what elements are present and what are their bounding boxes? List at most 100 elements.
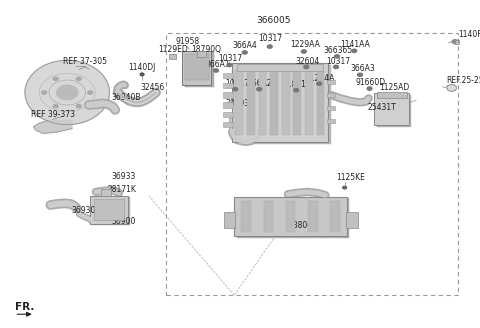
- Bar: [185, 54, 209, 80]
- Text: 366A1: 366A1: [205, 60, 230, 69]
- Bar: [92, 197, 130, 225]
- Text: 91660D: 91660D: [356, 78, 386, 87]
- Text: 1229AA: 1229AA: [290, 40, 320, 49]
- Text: 38806: 38806: [288, 221, 312, 230]
- Text: REF.25-253: REF.25-253: [446, 76, 480, 85]
- Bar: [235, 70, 243, 135]
- Text: 18790Q: 18790Q: [192, 45, 221, 54]
- Bar: [377, 92, 407, 98]
- Circle shape: [294, 89, 299, 92]
- Text: 1125AD: 1125AD: [379, 83, 409, 92]
- Text: REF 39-373: REF 39-373: [31, 110, 75, 119]
- Circle shape: [447, 85, 456, 91]
- Circle shape: [317, 82, 322, 85]
- Bar: [166, 33, 458, 295]
- Bar: [223, 112, 233, 117]
- Bar: [223, 73, 233, 78]
- Text: 36940B: 36940B: [111, 93, 141, 102]
- Circle shape: [53, 105, 58, 108]
- Circle shape: [335, 55, 339, 58]
- Bar: [223, 122, 233, 127]
- Circle shape: [88, 91, 93, 94]
- Bar: [90, 196, 128, 224]
- Circle shape: [334, 65, 338, 69]
- Bar: [234, 197, 347, 236]
- Text: 10317: 10317: [326, 57, 350, 66]
- Bar: [185, 52, 214, 87]
- Circle shape: [452, 40, 458, 44]
- Bar: [237, 64, 323, 71]
- Bar: [293, 70, 301, 135]
- Circle shape: [233, 88, 238, 91]
- Text: 28171K: 28171K: [108, 185, 137, 194]
- Text: 1140DJ: 1140DJ: [128, 63, 156, 72]
- Text: 366A2: 366A2: [248, 79, 273, 88]
- Bar: [327, 119, 335, 123]
- Bar: [282, 70, 289, 135]
- Bar: [235, 65, 331, 144]
- Text: 36933: 36933: [112, 172, 136, 181]
- Bar: [182, 51, 211, 85]
- Text: 1125KE: 1125KE: [336, 173, 365, 182]
- Bar: [223, 92, 233, 98]
- Circle shape: [343, 186, 347, 189]
- Text: REF 37-305: REF 37-305: [63, 57, 108, 66]
- Text: 32456: 32456: [141, 84, 165, 92]
- Bar: [327, 106, 335, 110]
- Circle shape: [53, 77, 58, 80]
- Bar: [305, 70, 313, 135]
- Polygon shape: [34, 120, 72, 133]
- Text: 1141AA: 1141AA: [340, 40, 370, 49]
- Bar: [455, 40, 459, 44]
- Text: 38893A: 38893A: [225, 99, 255, 108]
- Bar: [270, 70, 278, 135]
- Bar: [223, 83, 233, 88]
- Text: 36930: 36930: [72, 206, 96, 215]
- Text: 91958: 91958: [175, 37, 199, 46]
- Bar: [346, 212, 358, 228]
- Circle shape: [301, 50, 306, 53]
- Circle shape: [76, 105, 81, 108]
- Bar: [308, 201, 318, 232]
- Bar: [224, 212, 235, 228]
- Text: 10317: 10317: [225, 79, 249, 88]
- Polygon shape: [25, 60, 109, 125]
- Text: 32604: 32604: [296, 57, 320, 66]
- Bar: [264, 201, 273, 232]
- Bar: [94, 199, 124, 220]
- Text: 366A3: 366A3: [350, 65, 375, 73]
- Bar: [374, 93, 409, 125]
- Circle shape: [367, 87, 372, 90]
- Circle shape: [352, 49, 357, 52]
- Text: 91234A: 91234A: [306, 74, 336, 83]
- Text: 366A4: 366A4: [232, 41, 257, 50]
- Circle shape: [227, 63, 232, 67]
- Bar: [317, 70, 324, 135]
- Circle shape: [214, 69, 218, 72]
- Text: 1129ED: 1129ED: [158, 45, 188, 54]
- Bar: [286, 201, 295, 232]
- Bar: [377, 95, 411, 127]
- Bar: [197, 51, 206, 57]
- Text: 36900: 36900: [112, 217, 136, 226]
- Bar: [247, 70, 254, 135]
- Bar: [169, 54, 176, 59]
- Text: 10317: 10317: [218, 54, 242, 63]
- Bar: [232, 63, 328, 142]
- Circle shape: [304, 65, 309, 69]
- Circle shape: [267, 45, 272, 48]
- Text: 366005: 366005: [256, 16, 291, 25]
- Text: 10317: 10317: [258, 34, 282, 43]
- Bar: [259, 70, 266, 135]
- Circle shape: [242, 51, 247, 54]
- Circle shape: [140, 73, 144, 76]
- Circle shape: [358, 73, 362, 76]
- Bar: [237, 198, 349, 238]
- Bar: [327, 93, 335, 97]
- Circle shape: [447, 85, 456, 91]
- Bar: [330, 201, 340, 232]
- Bar: [101, 189, 111, 196]
- Text: 366365: 366365: [324, 46, 353, 55]
- Text: FR.: FR.: [15, 302, 35, 312]
- Circle shape: [42, 91, 47, 94]
